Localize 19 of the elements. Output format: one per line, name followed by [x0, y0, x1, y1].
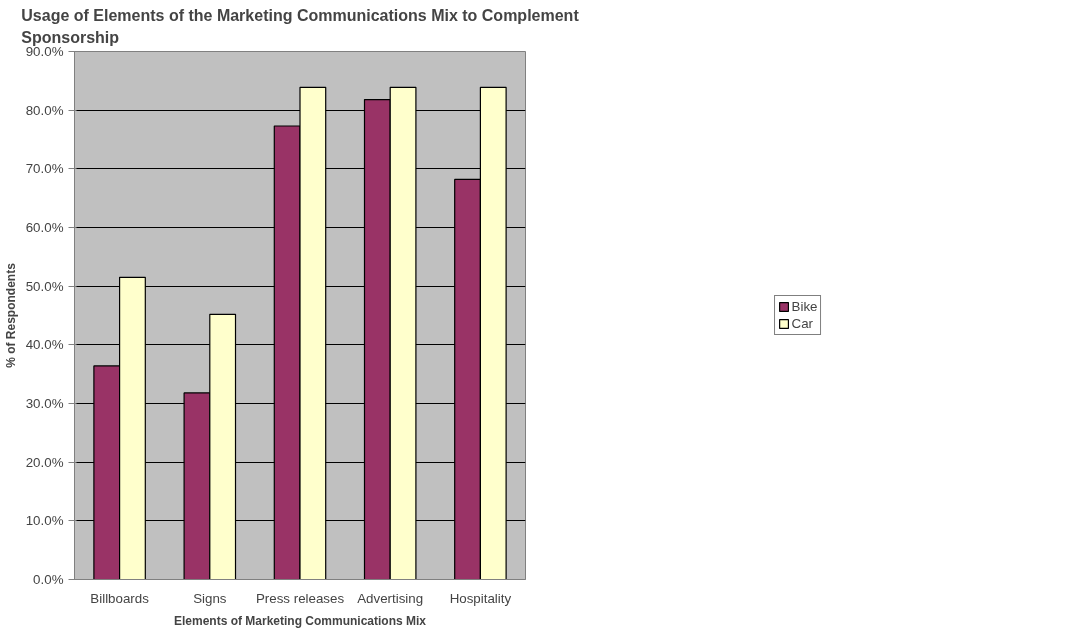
- x-tick-label: Advertising: [357, 590, 424, 606]
- y-tick-label: 60.0%: [25, 220, 64, 235]
- y-tick-label: 40.0%: [25, 337, 64, 353]
- chart-title: Usage of Elements of the Marketing Communications Mix to Complement Sponsorship: [21, 7, 580, 47]
- legend-label: Car: [791, 316, 814, 331]
- x-tick-label: Signs: [193, 590, 227, 606]
- y-tick-label: 50.0%: [25, 278, 64, 294]
- x-tick-label: Press releases: [255, 590, 345, 606]
- y-tick-label: 70.0%: [25, 161, 64, 177]
- y-tick-label: 80.0%: [25, 102, 64, 118]
- y-tick-label: 0.0%: [33, 572, 64, 587]
- y-tick-label: 20.0%: [25, 454, 64, 470]
- x-tick-label: Billboards: [90, 590, 150, 606]
- y-tick-label: 30.0%: [25, 396, 64, 411]
- x-tick-label: Hospitality: [449, 590, 512, 606]
- y-tick-label: 10.0%: [25, 513, 64, 529]
- y-axis-title: % of Respondents: [3, 262, 18, 368]
- x-axis-title: Elements of Marketing Communications Mix: [173, 613, 427, 628]
- legend-label: Bike: [791, 299, 818, 314]
